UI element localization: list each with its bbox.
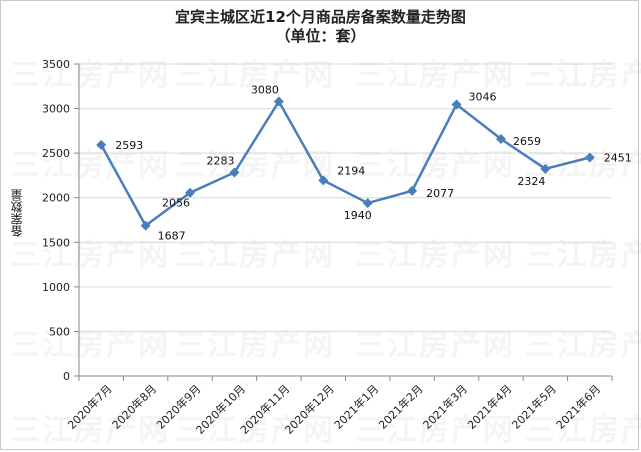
data-point-marker (407, 185, 418, 196)
x-tick-label: 2021年2月 (375, 382, 425, 432)
watermark: 三江房产网 (10, 405, 170, 449)
data-label: 3080 (251, 83, 279, 96)
watermark: 三江房产网 (175, 140, 335, 184)
data-label: 2077 (426, 187, 454, 200)
data-label: 3046 (469, 90, 497, 103)
data-point-marker (540, 163, 551, 174)
watermark: 三江房产网 (525, 405, 641, 449)
data-point-marker (229, 167, 240, 178)
watermark: 三江房产网 (355, 140, 515, 184)
x-tick-label: 2021年5月 (509, 382, 559, 432)
y-tick-label: 2500 (42, 147, 70, 160)
chart-title: 宜宾主城区近12个月商品房备案数量走势图 (175, 8, 466, 26)
x-tick-label: 2020年7月 (65, 382, 115, 432)
chart-title-block: 宜宾主城区近12个月商品房备案数量走势图 （单位：套） (0, 8, 641, 46)
watermark: 三江房产网 (355, 230, 515, 274)
watermark: 三江房产网 (525, 320, 641, 364)
watermark: 三江房产网 (10, 230, 170, 274)
x-tick-label: 2021年4月 (464, 382, 514, 432)
data-point-marker (273, 96, 284, 107)
x-tick-label: 2021年1月 (331, 382, 381, 432)
x-tick-label: 2020年8月 (109, 382, 159, 432)
y-tick-label: 0 (63, 370, 70, 383)
watermark: 三江房产网 (355, 405, 515, 449)
data-point-marker (451, 99, 462, 110)
data-label: 2593 (115, 139, 143, 152)
watermark: 三江房产网 (175, 230, 335, 274)
data-point-marker (584, 152, 595, 163)
series-line (100, 100, 591, 227)
watermark: 三江房产网 (175, 320, 335, 364)
data-label: 2283 (206, 154, 234, 167)
y-tick-label: 500 (49, 325, 70, 338)
data-label: 2056 (162, 197, 190, 210)
data-label: 1940 (344, 209, 372, 222)
data-point-marker (318, 175, 329, 186)
watermark: 三江房产网 (525, 230, 641, 274)
chart-subtitle: （单位：套） (275, 27, 366, 45)
data-point-marker (96, 139, 107, 150)
data-label: 2324 (517, 175, 545, 188)
y-tick-label: 3500 (42, 58, 70, 71)
data-label: 2451 (604, 152, 632, 165)
watermark: 三江房产网 (175, 405, 335, 449)
data-point-marker (495, 133, 506, 144)
watermark: 三江房产网 (355, 320, 515, 364)
watermark: 三江房产网 (10, 140, 170, 184)
data-label: 2659 (513, 135, 541, 148)
y-tick-label: 1500 (42, 236, 70, 249)
data-point-marker (140, 220, 151, 231)
data-point-marker (185, 187, 196, 198)
watermark: 三江房产网 (10, 320, 170, 364)
x-tick-label: 2021年6月 (553, 382, 603, 432)
y-tick-label: 3000 (42, 103, 70, 116)
x-tick-label: 2021年3月 (420, 382, 470, 432)
data-label: 1687 (158, 230, 186, 243)
data-point-marker (362, 198, 373, 209)
y-tick-label: 2000 (42, 192, 70, 205)
y-tick-label: 1000 (42, 281, 70, 294)
data-label: 2194 (337, 164, 365, 177)
